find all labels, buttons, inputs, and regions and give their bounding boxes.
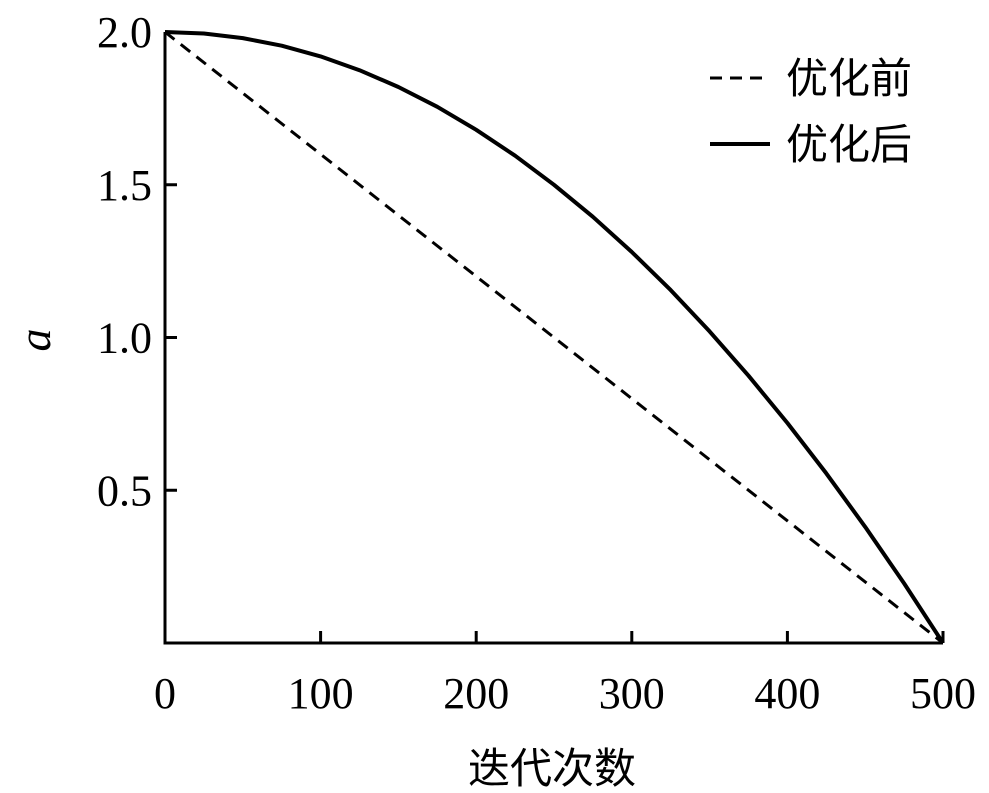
- y-tick-label: 1.5: [97, 161, 152, 210]
- legend-label-before: 优化前: [786, 54, 912, 103]
- x-tick-label: 400: [754, 669, 820, 718]
- y-tick-label: 1.0: [97, 314, 152, 363]
- series-lines: [164, 30, 945, 645]
- series-line-after: [164, 30, 945, 645]
- x-axis-title: 迭代次数: [468, 744, 636, 793]
- tick-marks: [165, 30, 945, 643]
- x-tick-label: 0: [154, 669, 176, 718]
- y-tick-label: 0.5: [97, 466, 152, 515]
- y-axis-title: a: [9, 329, 60, 352]
- x-tick-label: 100: [288, 669, 354, 718]
- x-tick-labels: 0 100 200 300 400 500: [154, 669, 976, 718]
- legend: 优化前 优化后: [710, 54, 912, 169]
- x-tick-label: 500: [910, 669, 976, 718]
- x-tick-label: 300: [599, 669, 665, 718]
- series-line-before: [164, 30, 944, 645]
- x-tick-label: 200: [443, 669, 509, 718]
- y-tick-labels: 0.5 1.0 1.5 2.0: [97, 8, 152, 515]
- legend-label-after: 优化后: [786, 120, 912, 169]
- y-tick-label: 2.0: [97, 8, 152, 57]
